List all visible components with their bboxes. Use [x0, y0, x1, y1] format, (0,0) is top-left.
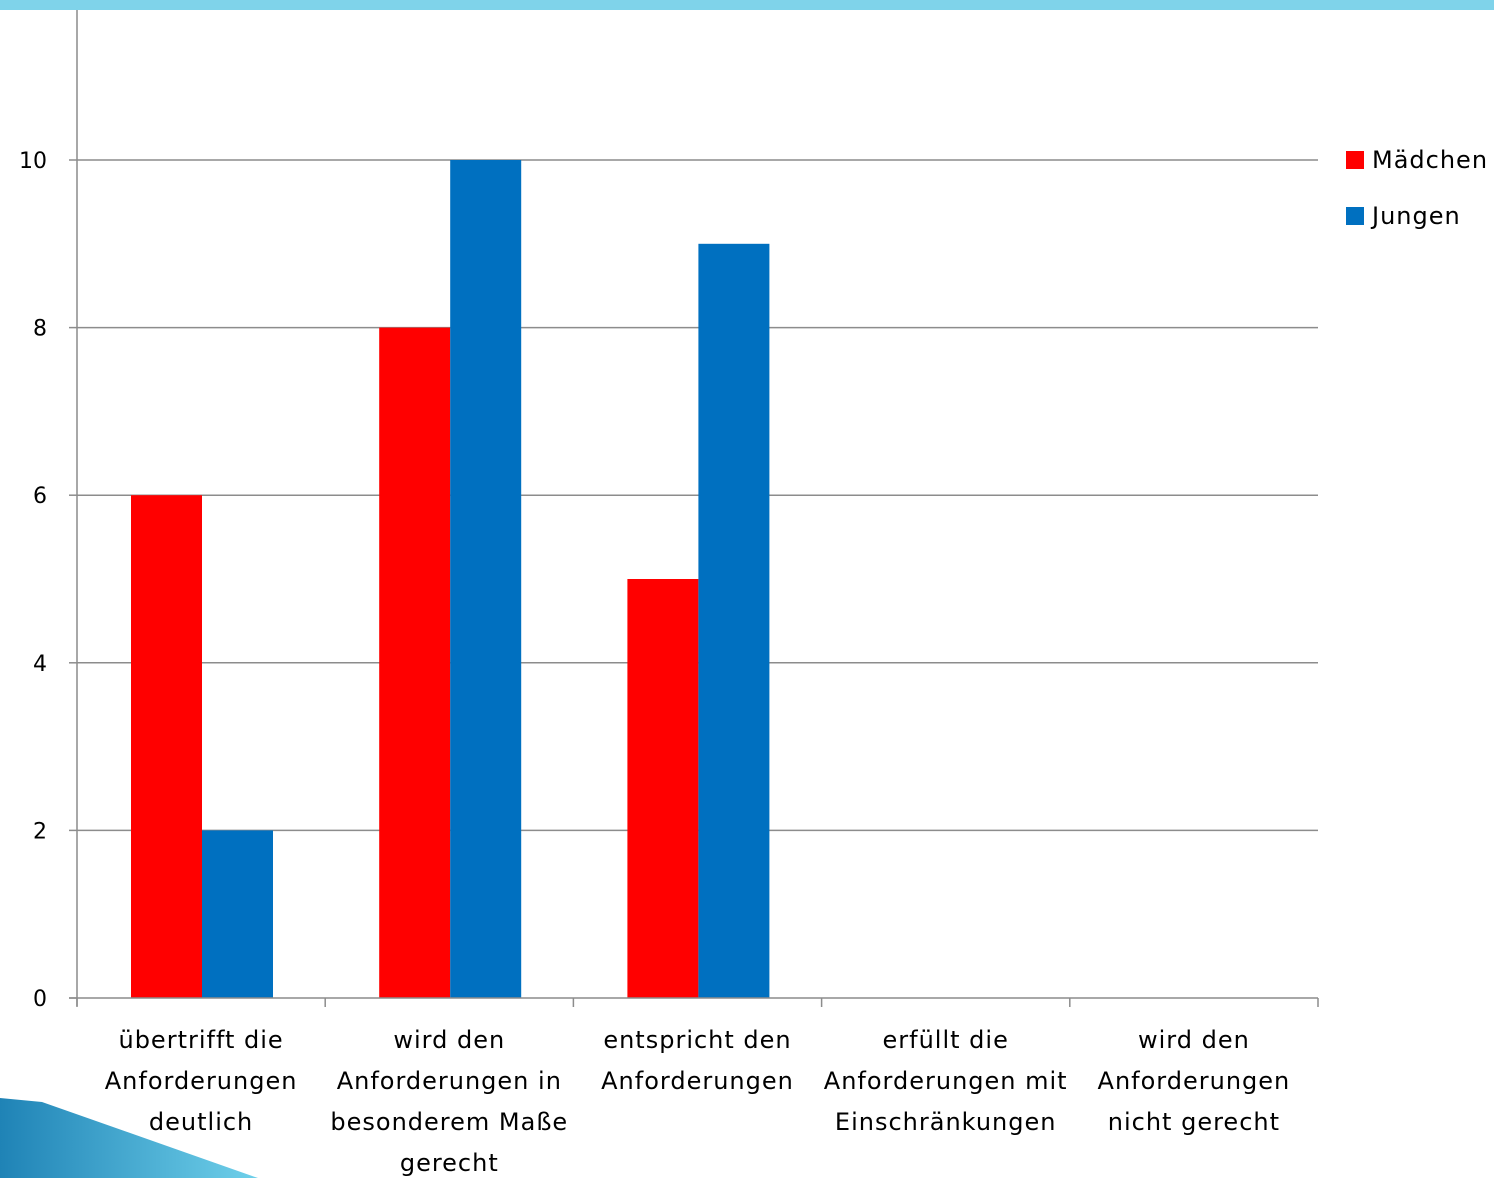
y-tick-label-0: 0: [33, 987, 47, 1012]
x-category-label-2-line-2: Anforderungen in: [337, 1067, 562, 1095]
x-category-label-4: erfüllt die Anforderungen mit Einschränkun…: [824, 1026, 1068, 1136]
x-category-label-1-line-3: deutlich: [149, 1108, 253, 1136]
x-category-label-5: wird den Anforderungen nicht gerecht: [1098, 1026, 1291, 1136]
x-category-label-2: wird den Anforderungen in besonderem Maße g…: [330, 1026, 568, 1177]
x-category-label-1: übertrifft die Anforderungen deutlich: [105, 1026, 298, 1136]
legend-item-jungen: Jungen: [1346, 202, 1488, 230]
legend-label-mädchen: Mädchen: [1372, 146, 1489, 174]
legend-swatch-jungen: [1346, 207, 1364, 225]
bar-mädchen-2: [379, 327, 451, 999]
bar-mädchen-1: [131, 495, 202, 998]
corner-accent-shape: [0, 1098, 258, 1178]
legend-swatch-mädchen: [1346, 151, 1364, 169]
legend-item-mädchen: Mädchen: [1346, 146, 1488, 174]
x-category-label-4-line-3: Einschränkungen: [835, 1108, 1057, 1136]
x-category-label-3-line-2: Anforderungen: [601, 1067, 794, 1095]
x-category-label-5-line-1: wird den: [1138, 1026, 1250, 1054]
top-accent-band: [0, 0, 1494, 10]
x-category-label-2-line-4: gerecht: [400, 1149, 499, 1177]
x-category-label-1-line-2: Anforderungen: [105, 1067, 298, 1095]
legend-label-jungen: Jungen: [1372, 202, 1461, 230]
y-tick-label-8: 8: [33, 317, 47, 342]
x-category-label-2-line-1: wird den: [393, 1026, 505, 1054]
chart-legend: Mädchen Jungen: [1346, 146, 1488, 258]
x-category-label-5-line-3: nicht gerecht: [1108, 1108, 1280, 1136]
bar-mädchen-3: [627, 579, 699, 998]
bar-jungen-1: [202, 830, 273, 998]
x-category-label-4-line-2: Anforderungen mit: [824, 1067, 1068, 1095]
y-tick-label-6: 6: [33, 484, 47, 509]
x-category-label-1-line-1: übertrifft die: [118, 1026, 283, 1054]
x-category-label-2-line-3: besonderem Maße: [330, 1108, 568, 1136]
y-tick-label-2: 2: [33, 819, 47, 844]
y-tick-label-10: 10: [19, 149, 47, 174]
bar-jungen-3: [698, 243, 770, 999]
x-category-label-5-line-2: Anforderungen: [1098, 1067, 1291, 1095]
x-category-label-4-line-1: erfüllt die: [883, 1026, 1009, 1054]
x-category-label-3-line-1: entspricht den: [603, 1026, 791, 1054]
x-category-label-3: entspricht den Anforderungen: [601, 1026, 794, 1095]
bar-jungen-2: [450, 160, 522, 998]
y-tick-label-4: 4: [33, 652, 47, 677]
